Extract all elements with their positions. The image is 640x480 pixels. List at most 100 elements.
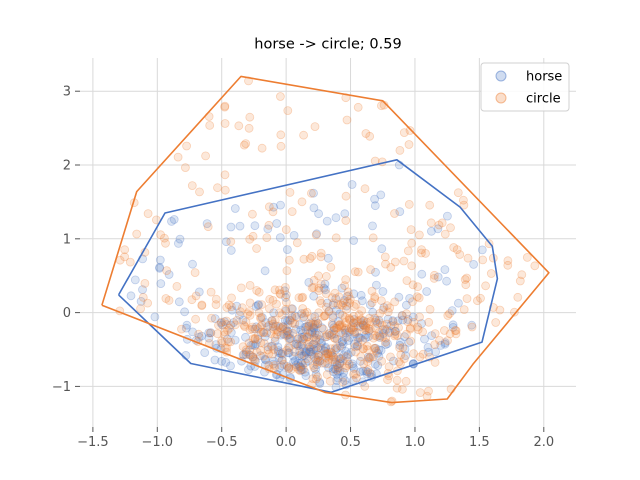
point-circle — [352, 373, 361, 383]
point-horse — [232, 301, 242, 311]
point-horse — [355, 367, 365, 377]
point-horse — [246, 340, 256, 350]
point-circle — [344, 315, 354, 325]
point-horse — [345, 332, 355, 342]
point-horse — [424, 347, 433, 357]
point-circle — [393, 331, 403, 341]
point-horse — [337, 283, 347, 293]
point-horse — [314, 330, 324, 340]
point-horse — [376, 190, 386, 200]
point-circle — [255, 322, 265, 332]
point-circle — [358, 344, 368, 353]
point-horse — [322, 216, 332, 226]
point-horse — [307, 327, 317, 337]
point-circle — [270, 333, 280, 342]
point-horse — [426, 226, 436, 236]
point-circle — [382, 301, 392, 311]
point-circle — [426, 218, 436, 228]
point-horse — [290, 356, 300, 366]
point-circle — [252, 286, 262, 295]
point-circle — [298, 304, 308, 313]
point-circle — [272, 325, 282, 335]
point-horse — [238, 350, 248, 360]
point-circle — [472, 296, 482, 306]
point-circle — [245, 234, 255, 244]
point-circle — [380, 252, 390, 262]
point-circle — [341, 352, 351, 362]
point-horse — [211, 340, 221, 350]
point-circle — [368, 352, 378, 361]
point-circle — [201, 151, 211, 161]
point-circle — [264, 360, 274, 370]
point-horse — [332, 343, 342, 353]
point-horse — [357, 318, 367, 328]
point-horse — [155, 263, 165, 273]
x-tick-label: 2.0 — [533, 435, 554, 450]
point-circle — [237, 303, 247, 313]
point-circle — [452, 245, 462, 255]
point-circle — [281, 290, 291, 300]
point-horse — [130, 275, 140, 285]
point-circle — [344, 323, 354, 333]
point-horse — [303, 356, 313, 366]
point-circle — [352, 327, 362, 337]
point-circle — [217, 338, 227, 348]
point-circle — [381, 333, 391, 343]
point-horse — [305, 347, 315, 357]
point-horse — [401, 351, 411, 361]
point-horse — [312, 360, 322, 370]
point-circle — [172, 281, 182, 291]
point-horse — [294, 361, 304, 371]
point-circle — [216, 317, 226, 327]
point-horse — [371, 315, 381, 325]
point-circle — [338, 310, 348, 320]
point-horse — [287, 313, 297, 323]
point-horse — [320, 285, 330, 295]
x-tick-label: 0.5 — [340, 435, 361, 450]
point-horse — [307, 349, 317, 359]
point-horse — [310, 312, 320, 322]
point-horse — [333, 317, 343, 327]
point-circle — [211, 300, 221, 310]
point-circle — [325, 331, 335, 340]
point-horse — [284, 364, 294, 373]
point-circle — [381, 259, 390, 269]
point-horse — [275, 362, 285, 372]
point-circle — [340, 281, 350, 291]
point-circle — [517, 270, 527, 280]
point-horse — [405, 293, 415, 303]
point-horse — [248, 352, 258, 362]
point-horse — [349, 315, 359, 324]
point-horse — [331, 345, 341, 354]
point-circle — [395, 145, 405, 155]
point-horse — [293, 341, 303, 351]
point-horse — [275, 323, 285, 333]
point-circle — [350, 267, 360, 277]
point-circle — [377, 320, 387, 330]
point-horse — [314, 209, 324, 219]
point-horse — [353, 333, 363, 343]
point-horse — [295, 363, 305, 373]
point-horse — [302, 322, 312, 331]
point-circle — [323, 349, 333, 359]
point-circle — [503, 256, 513, 266]
point-horse — [271, 321, 281, 331]
point-horse — [294, 351, 304, 361]
point-circle — [412, 292, 422, 302]
point-circle — [405, 323, 415, 333]
point-circle — [388, 317, 398, 327]
point-circle — [311, 374, 321, 384]
point-horse — [280, 286, 290, 296]
x-tick-label: −1.5 — [77, 435, 109, 450]
point-circle — [239, 140, 249, 150]
point-circle — [413, 325, 423, 335]
point-circle — [413, 282, 423, 292]
point-circle — [305, 344, 315, 354]
point-horse — [400, 332, 409, 342]
point-horse — [383, 339, 392, 349]
point-horse — [309, 188, 318, 198]
point-circle — [397, 311, 407, 321]
point-circle — [164, 295, 174, 305]
point-circle — [268, 319, 278, 329]
point-circle — [374, 328, 384, 337]
